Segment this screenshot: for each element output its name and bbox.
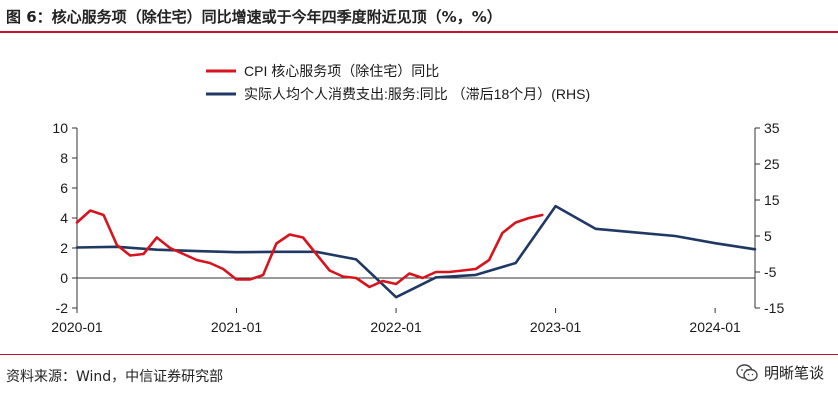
- x-tick-label: 2024-01: [689, 319, 741, 335]
- brand-label: 明晰笔谈: [763, 364, 824, 382]
- footer-rule: [0, 354, 838, 355]
- series-line-cpi-core-services: [75, 209, 544, 289]
- figure-title: 图 6：核心服务项（除住宅）同比增速或于今年四季度附近见顶（%，%）: [6, 8, 502, 26]
- series-layer: [75, 204, 757, 299]
- x-tick-label: 2020-01: [51, 319, 103, 335]
- y-tick-label-left: -2: [56, 300, 69, 316]
- legend: CPI 核心服务项（除住宅）同比 实际人均个人消费支出:服务:同比 （滞后18个…: [206, 63, 590, 102]
- y-tick-label-left: 0: [60, 270, 68, 286]
- y-tick-label-right: -15: [764, 300, 784, 316]
- chart: CPI 核心服务项（除住宅）同比 实际人均个人消费支出:服务:同比 （滞后18个…: [51, 63, 784, 335]
- y-tick-label-right: 15: [764, 192, 780, 208]
- brand: 明晰笔谈: [736, 362, 824, 383]
- y-tick-label-right: 35: [764, 120, 780, 136]
- x-tick-label: 2023-01: [530, 319, 582, 335]
- y-tick-label-left: 10: [52, 120, 68, 136]
- source-note: 资料来源：Wind，中信证券研究部: [6, 369, 224, 385]
- legend-label-cpi: CPI 核心服务项（除住宅）同比: [244, 63, 439, 79]
- x-tick-label: 2021-01: [211, 319, 263, 335]
- y-tick-label-left: 8: [60, 150, 68, 166]
- y-tick-label-left: 6: [60, 180, 68, 196]
- y-tick-label-left: 2: [60, 240, 68, 256]
- title-rule: [0, 31, 838, 33]
- y-tick-label-right: -5: [764, 264, 777, 280]
- axes: -2 0 2 4 6 8 10 -15 -5 5 15 25 35 2020-01 2021-01 2022-…: [51, 120, 784, 335]
- x-tick-label: 2022-01: [370, 319, 422, 335]
- y-tick-label-right: 25: [764, 156, 780, 172]
- wechat-icon: [736, 363, 758, 381]
- y-tick-label-right: 5: [764, 228, 772, 244]
- legend-label-pce: 实际人均个人消费支出:服务:同比 （滞后18个月）(RHS): [244, 86, 590, 102]
- series-line-pce-services: [75, 204, 757, 299]
- y-tick-label-left: 4: [60, 210, 68, 226]
